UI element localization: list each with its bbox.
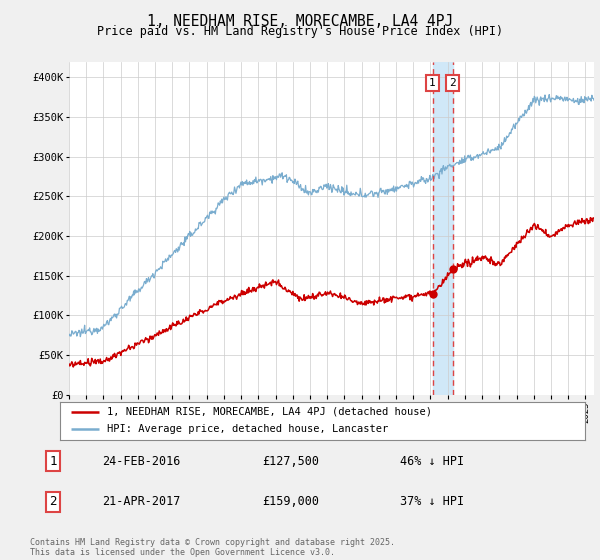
Text: £159,000: £159,000 [262,496,319,508]
Text: 37% ↓ HPI: 37% ↓ HPI [400,496,464,508]
Text: 1: 1 [429,78,436,88]
Text: 2: 2 [449,78,456,88]
Text: 1, NEEDHAM RISE, MORECAMBE, LA4 4PJ: 1, NEEDHAM RISE, MORECAMBE, LA4 4PJ [147,14,453,29]
Text: HPI: Average price, detached house, Lancaster: HPI: Average price, detached house, Lanc… [107,424,389,435]
Text: 21-APR-2017: 21-APR-2017 [102,496,180,508]
Text: £127,500: £127,500 [262,455,319,468]
Text: Contains HM Land Registry data © Crown copyright and database right 2025.
This d: Contains HM Land Registry data © Crown c… [30,538,395,557]
Text: 1: 1 [49,455,57,468]
Text: 24-FEB-2016: 24-FEB-2016 [102,455,180,468]
Text: 2: 2 [49,496,57,508]
Text: 1, NEEDHAM RISE, MORECAMBE, LA4 4PJ (detached house): 1, NEEDHAM RISE, MORECAMBE, LA4 4PJ (det… [107,407,432,417]
Text: 46% ↓ HPI: 46% ↓ HPI [400,455,464,468]
Bar [433,62,452,395]
Text: Price paid vs. HM Land Registry's House Price Index (HPI): Price paid vs. HM Land Registry's House … [97,25,503,38]
